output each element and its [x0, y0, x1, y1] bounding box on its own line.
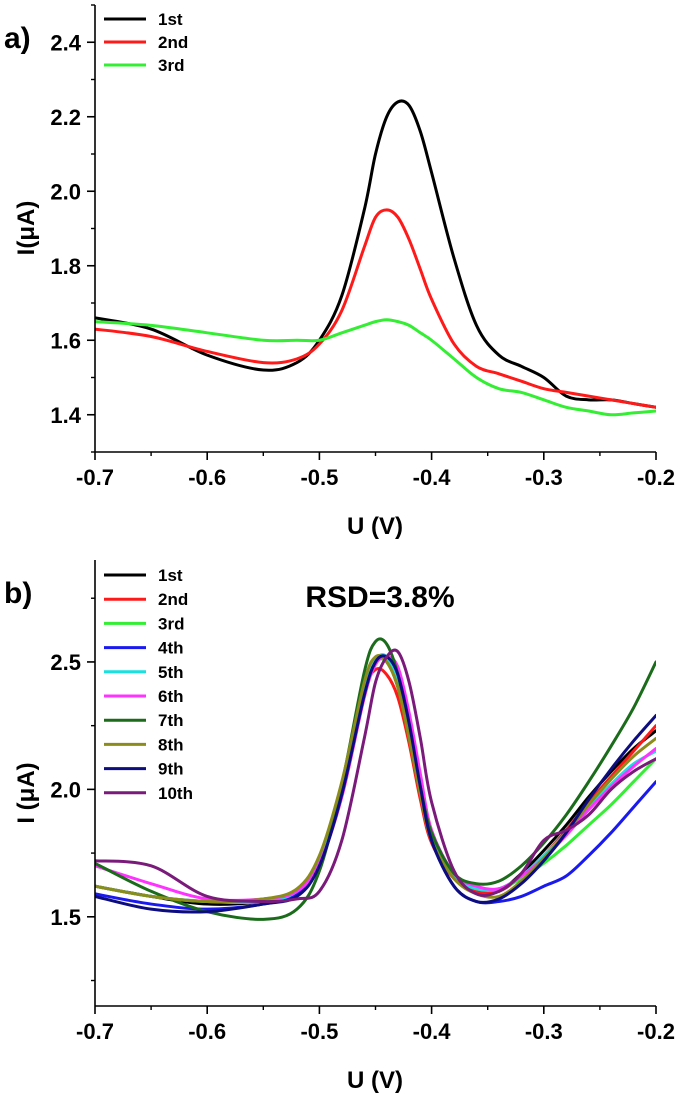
panel-b-legend-label: 9th — [158, 760, 184, 779]
panel-b-legend-label: 2nd — [158, 590, 188, 609]
panel-b: b) -0.7 -0.6 -0.5 -0.4 -0.3 -0.2 1.5 2.0 2.5 1st… — [4, 560, 675, 1094]
panel-b-legend-label: 7th — [158, 711, 184, 730]
panel-b-series-group — [95, 637, 656, 921]
panel-b-y-tick-label: 2.5 — [50, 650, 81, 675]
panel-a-series-line-2nd — [95, 208, 656, 409]
panel-b-legend-item: 8th — [104, 735, 184, 754]
panel-a-legend-item: 2nd — [104, 33, 188, 52]
panel-b-x-tick-label: -0.5 — [300, 1019, 338, 1044]
panel-b-legend-item: 9th — [104, 760, 184, 779]
panel-b-legend-item: 10th — [104, 784, 193, 803]
panel-a-x-axis-title: U (V) — [347, 513, 403, 540]
panel-b-series-line-9th — [95, 654, 656, 914]
panel-a-y-tick-label: 2.0 — [50, 179, 81, 204]
panel-a-y-tick-label: 1.8 — [50, 254, 81, 279]
panel-b-legend: 1st 2nd 3rd 4th 5th 6th 7th 8th 9th 10th — [104, 566, 193, 803]
panel-b-series-line-6th — [95, 655, 656, 902]
panel-b-legend-label: 8th — [158, 735, 184, 754]
panel-b-label: b) — [4, 577, 32, 610]
panel-a: a) -0.7 -0.6 -0.5 -0.4 -0.3 -0.2 1.4 1.6 1.8 2.0 2… — [4, 4, 675, 540]
panel-b-x-tick-label: -0.4 — [413, 1019, 452, 1044]
panel-b-x-axis-title: U (V) — [347, 1067, 403, 1094]
panel-a-legend-item: 1st — [104, 10, 183, 29]
panel-b-legend-item: 3rd — [104, 614, 184, 633]
panel-a-series-line-3rd — [95, 318, 656, 417]
panel-b-y-axis-title: I (μA) — [13, 762, 40, 823]
panel-a-x-tick-label: -0.3 — [525, 465, 563, 490]
panel-a-label: a) — [4, 22, 31, 55]
panel-a-x-tick-label: -0.5 — [300, 465, 338, 490]
panel-b-legend-item: 6th — [104, 687, 184, 706]
panel-a-legend-label: 1st — [158, 10, 183, 29]
panel-b-legend-item: 1st — [104, 566, 183, 585]
panel-b-legend-item: 7th — [104, 711, 184, 730]
panel-b-legend-label: 4th — [158, 639, 184, 658]
panel-a-y-axis-title: I(μA) — [13, 201, 40, 256]
panel-b-legend-label: 10th — [158, 784, 193, 803]
panel-a-x-tick-label: -0.4 — [413, 465, 452, 490]
panel-a-legend: 1st 2nd 3rd — [104, 10, 188, 75]
panel-b-legend-item: 2nd — [104, 590, 188, 609]
panel-b-legend-label: 1st — [158, 566, 183, 585]
panel-b-legend-label: 5th — [158, 663, 184, 682]
panel-a-plot-area: -0.7 -0.6 -0.5 -0.4 -0.3 -0.2 1.4 1.6 1.8 2.0 2.2 2… — [50, 4, 675, 490]
panel-a-y-tick-label: 1.6 — [50, 328, 81, 353]
panel-b-legend-item: 4th — [104, 639, 184, 658]
panel-b-legend-label: 6th — [158, 687, 184, 706]
panel-a-legend-item: 3rd — [104, 56, 184, 75]
panel-a-x-tick-label: -0.2 — [637, 465, 675, 490]
panel-a-y-tick-label: 1.4 — [50, 403, 81, 428]
panel-b-legend-item: 5th — [104, 663, 184, 682]
rsd-annotation: RSD=3.8% — [305, 581, 454, 614]
panel-a-legend-label: 3rd — [158, 56, 184, 75]
panel-a-y-tick-label: 2.4 — [50, 30, 81, 55]
panel-b-y-tick-label: 1.5 — [50, 905, 81, 930]
panel-a-legend-label: 2nd — [158, 33, 188, 52]
panel-b-y-tick-label: 2.0 — [50, 777, 81, 802]
panel-a-series-group — [95, 99, 656, 417]
panel-a-x-tick-label: -0.7 — [76, 465, 114, 490]
panel-b-legend-label: 3rd — [158, 614, 184, 633]
panel-b-x-tick-label: -0.2 — [637, 1019, 675, 1044]
panel-b-x-tick-label: -0.3 — [525, 1019, 563, 1044]
panel-b-x-tick-label: -0.6 — [188, 1019, 226, 1044]
panel-b-series-line-10th — [95, 648, 656, 904]
panel-a-x-tick-label: -0.6 — [188, 465, 226, 490]
panel-b-plot-area: -0.7 -0.6 -0.5 -0.4 -0.3 -0.2 1.5 2.0 2.5 — [50, 560, 675, 1044]
panel-a-series-line-1st — [95, 99, 656, 409]
panel-b-x-tick-label: -0.7 — [76, 1019, 114, 1044]
panel-a-y-tick-label: 2.2 — [50, 105, 81, 130]
